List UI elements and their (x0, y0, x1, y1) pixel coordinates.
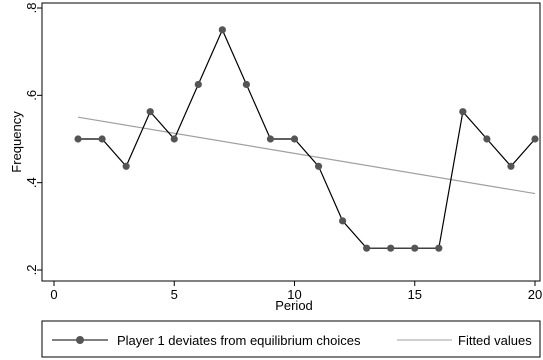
legend-series-1-marker (76, 336, 84, 344)
y-axis: .2 .4 .6 .8 (24, 3, 42, 276)
series-layer (74, 26, 539, 252)
y-tick-label-3: .8 (24, 3, 39, 14)
y-tick-label-0: .2 (24, 265, 39, 276)
y-tick-label-1: .4 (24, 177, 39, 188)
data-point-4 (146, 108, 154, 116)
data-point-19 (507, 162, 515, 170)
plot-frame (41, 2, 541, 282)
fit-layer (77, 116, 536, 195)
legend-series-2-label: Fitted values (458, 333, 532, 348)
data-point-16 (435, 244, 443, 252)
data-point-1 (74, 135, 82, 143)
data-point-7 (218, 26, 226, 34)
x-tick-label-4: 20 (528, 287, 542, 302)
legend: Player 1 deviates from equilibrium choic… (41, 320, 541, 358)
data-point-18 (483, 135, 491, 143)
data-point-8 (242, 80, 250, 89)
data-point-17 (459, 108, 467, 116)
x-axis: 0 5 10 15 20 (50, 281, 542, 302)
data-point-3 (122, 162, 130, 170)
data-point-6 (194, 80, 202, 89)
data-point-12 (339, 217, 347, 225)
y-tick-label-2: .6 (24, 90, 39, 101)
data-point-2 (98, 135, 106, 143)
x-tick-label-3: 15 (408, 287, 422, 302)
legend-series-1-label: Player 1 deviates from equilibrium choic… (117, 333, 361, 348)
data-point-13 (363, 244, 371, 252)
data-point-10 (290, 135, 299, 143)
series-line (78, 28, 536, 249)
fitted-values-line (77, 116, 536, 195)
x-tick-label-2: 10 (287, 287, 301, 302)
legend-box (41, 320, 541, 358)
data-point-15 (411, 244, 419, 252)
data-point-5 (170, 135, 178, 143)
x-tick-label-1: 5 (171, 287, 178, 302)
data-point-14 (387, 244, 395, 252)
y-axis-title: Frequency (9, 111, 24, 173)
data-point-20 (531, 135, 539, 143)
x-tick-label-0: 0 (50, 287, 57, 302)
data-point-9 (266, 135, 275, 143)
x-axis-title: Period (275, 298, 313, 313)
data-point-11 (314, 162, 323, 170)
